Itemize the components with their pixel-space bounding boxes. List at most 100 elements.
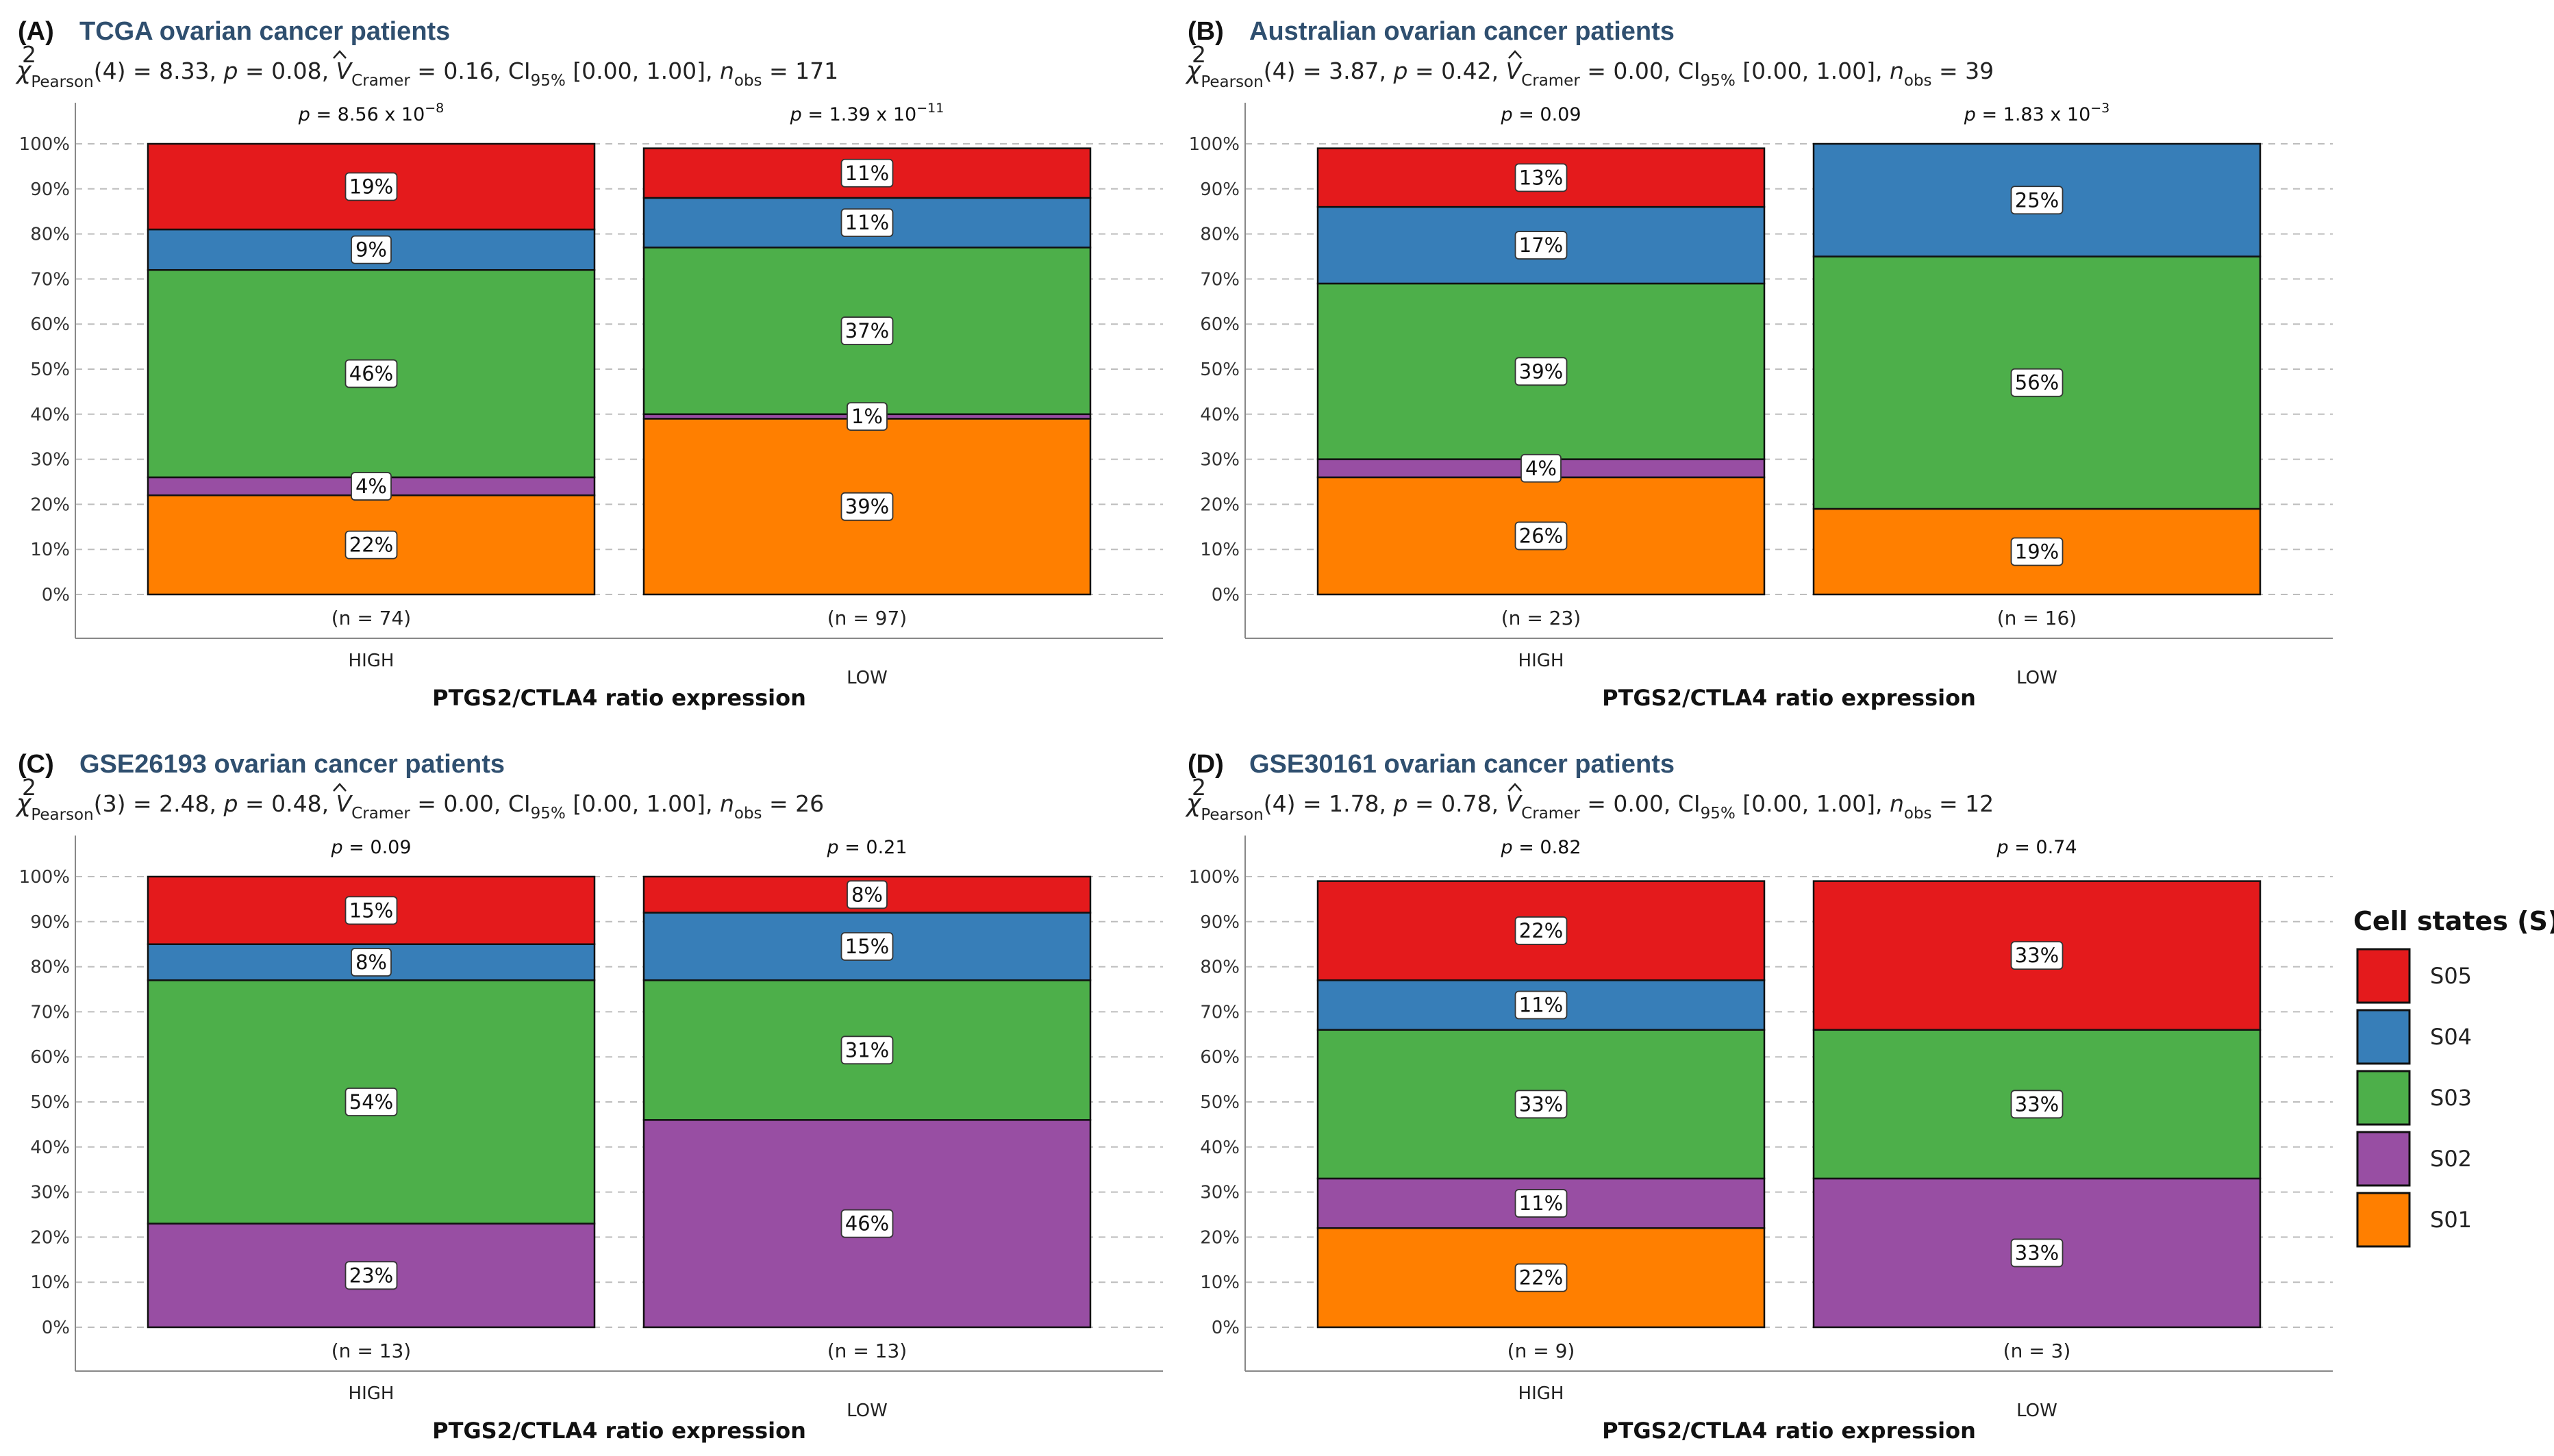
v-hat-mark bbox=[1508, 50, 1522, 59]
chart-panel-d: (D) GSE30161 ovarian cancer patients χPear… bbox=[1185, 750, 2333, 1444]
bar-p-value: p = 1.83 x 10−3 bbox=[1964, 101, 2110, 125]
segment-label: 33% bbox=[2015, 1241, 2059, 1264]
chi-symbol: χ bbox=[1185, 57, 1202, 85]
stacked-bar-low: 33% 33% 33% bbox=[1812, 880, 2262, 1329]
segment-label-box bbox=[840, 932, 894, 961]
y-tick-label: 10% bbox=[30, 540, 70, 560]
y-tick-label: 10% bbox=[1200, 540, 1240, 560]
chi-value: (4) = 3.87, bbox=[1264, 58, 1394, 84]
stacked-bar-high: 22% 4% 46% 9% 19% bbox=[147, 142, 596, 596]
stats-subtitle: χPearson(4) = 1.78, p = 0.78, VCramer = … bbox=[1185, 790, 1994, 824]
y-tick-label: 60% bbox=[1200, 314, 1240, 335]
chi-superscript: 2 bbox=[1192, 41, 1206, 68]
x-axis-title: PTGS2/CTLA4 ratio expression bbox=[1602, 1418, 1976, 1444]
y-tick-label: 60% bbox=[30, 1047, 70, 1068]
segment-label-box bbox=[1514, 1189, 1568, 1218]
segment-label: 19% bbox=[2015, 540, 2059, 563]
bar-segment-s05 bbox=[147, 875, 596, 945]
chi-subscript: Pearson bbox=[31, 73, 93, 91]
ci-subscript: 95% bbox=[531, 805, 566, 823]
segment-label-box bbox=[2010, 941, 2064, 970]
segment-label-box bbox=[840, 492, 894, 521]
y-tick-label: 100% bbox=[19, 134, 70, 155]
p-value: = 0.78, bbox=[1408, 790, 1506, 817]
ci-subscript: 95% bbox=[1701, 805, 1736, 823]
bar-p-value: p = 0.82 bbox=[1500, 837, 1581, 858]
v-symbol: V bbox=[1506, 790, 1523, 817]
y-tick-label: 70% bbox=[30, 1002, 70, 1022]
p-value-text: = 0.82 bbox=[1513, 837, 1581, 858]
y-tick-label: 0% bbox=[1212, 1318, 1240, 1338]
legend-swatch-s04 bbox=[2356, 1009, 2411, 1065]
segment-label: 15% bbox=[349, 899, 393, 922]
legend-label-s03: S03 bbox=[2430, 1085, 2472, 1111]
y-tick-label: 90% bbox=[30, 179, 70, 200]
segment-label: 26% bbox=[1519, 524, 1563, 547]
bar-n-label: (n = 16) bbox=[1997, 607, 2077, 629]
p-value-exponent: −11 bbox=[916, 101, 944, 116]
v-value: = 0.00, CI bbox=[410, 790, 531, 817]
p-symbol: p bbox=[790, 104, 802, 125]
p-symbol: p bbox=[1964, 104, 1976, 125]
legend-swatch-s03 bbox=[2356, 1070, 2411, 1126]
x-category-label: HIGH bbox=[1518, 651, 1564, 671]
y-tick-label: 90% bbox=[1200, 179, 1240, 200]
ci-value: [0.00, 1.00], bbox=[566, 790, 720, 817]
ci-subscript: 95% bbox=[531, 72, 566, 90]
bar-p-value: p = 8.56 x 10−8 bbox=[298, 101, 445, 125]
segment-label-box bbox=[345, 172, 398, 201]
segment-label: 11% bbox=[845, 162, 889, 185]
segment-label: 11% bbox=[1519, 994, 1563, 1017]
n-symbol: n bbox=[720, 790, 734, 817]
y-tick-label: 0% bbox=[1212, 585, 1240, 605]
v-hat-mark bbox=[1508, 783, 1522, 792]
y-tick-label: 50% bbox=[30, 1092, 70, 1113]
segment-label: 37% bbox=[845, 319, 889, 342]
segment-label-box bbox=[1514, 990, 1568, 1020]
panel-title: TCGA ovarian cancer patients bbox=[79, 17, 450, 46]
y-tick-label: 40% bbox=[1200, 1138, 1240, 1158]
y-tick-label: 20% bbox=[1200, 1227, 1240, 1248]
segment-label-box bbox=[840, 158, 894, 188]
chi-symbol: χ bbox=[1185, 790, 1202, 818]
x-axis-title: PTGS2/CTLA4 ratio expression bbox=[432, 1418, 806, 1444]
segment-label: 1% bbox=[851, 405, 883, 428]
bar-n-label: (n = 97) bbox=[827, 607, 907, 629]
n-value: = 26 bbox=[762, 790, 825, 817]
segment-label: 46% bbox=[349, 362, 393, 386]
bar-p-value: p = 0.74 bbox=[1996, 837, 2077, 858]
segment-label: 9% bbox=[355, 238, 387, 262]
v-value: = 0.16, CI bbox=[410, 58, 531, 84]
panel-letter: (C) bbox=[18, 750, 54, 779]
p-value: = 0.08, bbox=[238, 58, 336, 84]
y-tick-label: 90% bbox=[1200, 912, 1240, 933]
stacked-bar-high: 23% 54% 8% 15% bbox=[147, 875, 596, 1329]
x-category-label: LOW bbox=[847, 668, 888, 688]
stacked-bar-high: 26% 4% 39% 17% 13% bbox=[1316, 147, 1766, 596]
v-symbol: V bbox=[1506, 58, 1523, 84]
x-category-label: HIGH bbox=[1518, 1383, 1564, 1404]
y-tick-label: 20% bbox=[30, 494, 70, 515]
p-symbol: p bbox=[223, 790, 238, 817]
y-tick-label: 40% bbox=[30, 1138, 70, 1158]
n-symbol: n bbox=[1890, 58, 1904, 84]
y-tick-label: 70% bbox=[1200, 269, 1240, 290]
panel-letter: (D) bbox=[1188, 750, 1224, 779]
segment-label: 22% bbox=[349, 534, 393, 557]
segment-label: 31% bbox=[845, 1038, 889, 1062]
p-value-text: = 0.74 bbox=[2009, 837, 2077, 858]
stacked-bar-low: 39% 1% 37% 11% 11% bbox=[642, 147, 1092, 596]
segment-label-box bbox=[1514, 1263, 1568, 1292]
p-symbol: p bbox=[298, 104, 310, 125]
segment-label-box bbox=[840, 208, 894, 238]
segment-label-box bbox=[840, 1035, 894, 1065]
p-symbol: p bbox=[1996, 837, 2008, 858]
chi-symbol: χ bbox=[15, 57, 32, 85]
p-value-text: = 0.09 bbox=[1513, 104, 1581, 125]
panel-title: Australian ovarian cancer patients bbox=[1249, 17, 1675, 46]
n-subscript: obs bbox=[1904, 805, 1932, 823]
chi-value: (4) = 8.33, bbox=[94, 58, 224, 84]
segment-label: 25% bbox=[2015, 188, 2059, 212]
x-category-label: HIGH bbox=[349, 651, 395, 671]
y-tick-label: 30% bbox=[1200, 1183, 1240, 1203]
